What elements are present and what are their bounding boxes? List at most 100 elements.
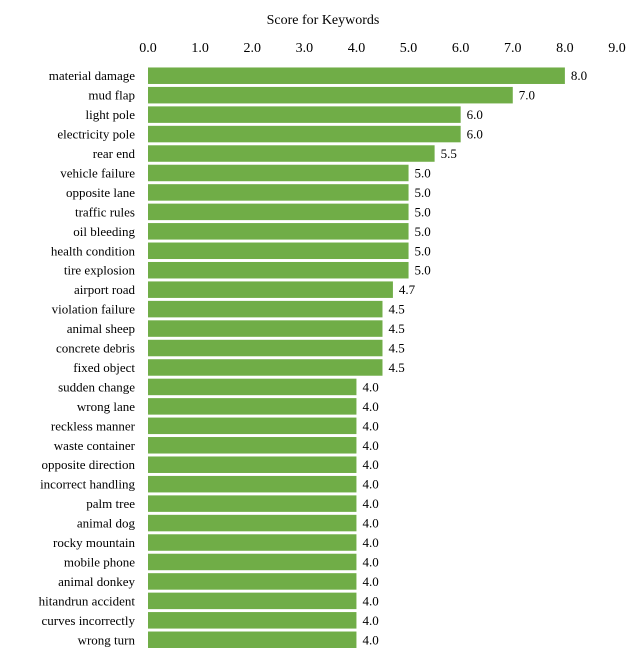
x-tick-label: 0.0: [139, 41, 157, 56]
bar: [148, 417, 357, 435]
bar: [148, 86, 513, 104]
category-labels: material damage mud flap light pole electri…: [39, 68, 136, 647]
data-label: 4.7: [399, 282, 416, 297]
value-labels: 8.0 7.0 6.0 6.0 5.5 5.0 5.0 5.0 5.0 5.0 5.0 4.7 4.5 4…: [362, 68, 587, 647]
category-label: violation failure: [52, 302, 136, 317]
category-label: mobile phone: [64, 554, 135, 569]
x-tick-label: 2.0: [243, 41, 261, 56]
bar: [148, 67, 565, 84]
data-label: 5.0: [415, 263, 431, 278]
category-label: vehicle failure: [60, 165, 135, 180]
category-label: opposite direction: [41, 457, 135, 472]
data-label: 5.5: [441, 146, 457, 161]
bar: [148, 164, 409, 182]
data-label: 7.0: [519, 88, 535, 103]
data-label: 4.0: [362, 593, 378, 608]
bar: [148, 125, 461, 143]
category-label: tire explosion: [64, 263, 136, 278]
category-label: wrong lane: [77, 399, 135, 414]
data-label: 4.0: [362, 496, 378, 511]
category-label: palm tree: [86, 496, 135, 511]
category-label: electricity pole: [57, 127, 135, 142]
data-label: 4.0: [362, 632, 378, 647]
data-label: 4.0: [362, 535, 378, 550]
bar: [148, 242, 409, 260]
bar: [148, 398, 357, 415]
category-label: reckless manner: [51, 418, 136, 433]
bar: [148, 612, 357, 629]
category-label: animal donkey: [58, 574, 135, 589]
bar: [148, 573, 357, 590]
data-label: 4.5: [389, 360, 405, 375]
category-label: rear end: [93, 146, 136, 161]
x-tick-label: 9.0: [608, 41, 626, 56]
bar: [148, 534, 357, 551]
data-label: 5.0: [415, 243, 431, 258]
category-label: waste container: [54, 438, 136, 453]
bar: [148, 223, 409, 240]
bar: [148, 320, 383, 337]
category-label: airport road: [74, 282, 136, 297]
data-label: 6.0: [467, 107, 483, 122]
category-label: health condition: [51, 243, 136, 258]
data-label: 8.0: [571, 68, 587, 83]
bar: [148, 184, 409, 201]
data-label: 4.0: [362, 516, 378, 531]
data-label: 4.0: [362, 574, 378, 589]
category-label: oil bleeding: [73, 224, 135, 239]
data-label: 5.0: [415, 204, 431, 219]
bar: [148, 495, 357, 512]
category-label: sudden change: [58, 379, 135, 394]
x-tick-label: 5.0: [400, 41, 418, 56]
bar: [148, 475, 357, 493]
x-axis-ticks: 0.0 1.0 2.0 3.0 4.0 5.0 6.0 7.0 8.0 9.0: [139, 41, 626, 56]
bar: [148, 456, 357, 473]
data-label: 5.0: [415, 224, 431, 239]
bar: [148, 281, 393, 298]
data-label: 4.0: [362, 379, 378, 394]
x-tick-label: 7.0: [504, 41, 522, 56]
category-label: traffic rules: [75, 204, 135, 219]
bar: [148, 339, 383, 357]
bar: [148, 378, 357, 396]
category-label: concrete debris: [56, 341, 135, 356]
x-tick-label: 8.0: [556, 41, 574, 56]
data-label: 4.0: [362, 418, 378, 433]
category-label: opposite lane: [66, 185, 135, 200]
category-label: mud flap: [88, 88, 135, 103]
bar: [148, 437, 357, 454]
bar: [148, 261, 409, 279]
data-label: 5.0: [415, 165, 431, 180]
category-label: hitandrun accident: [39, 593, 136, 608]
bar: [148, 300, 383, 318]
category-label: material damage: [49, 68, 135, 83]
category-label: animal sheep: [67, 321, 135, 336]
data-label: 6.0: [467, 127, 483, 142]
x-tick-label: 6.0: [452, 41, 470, 56]
data-label: 4.0: [362, 477, 378, 492]
data-label: 4.0: [362, 457, 378, 472]
category-label: rocky mountain: [53, 535, 135, 550]
category-label: animal dog: [77, 516, 136, 531]
bar: [148, 203, 409, 221]
data-label: 5.0: [415, 185, 431, 200]
data-label: 4.0: [362, 613, 378, 628]
x-tick-label: 1.0: [191, 41, 209, 56]
category-label: light pole: [86, 107, 136, 122]
bar: [148, 553, 357, 571]
category-label: wrong turn: [78, 632, 136, 647]
category-label: curves incorrectly: [42, 613, 136, 628]
bar: [148, 514, 357, 532]
category-label: incorrect handling: [40, 477, 135, 492]
chart-title: Score for Keywords: [267, 13, 380, 28]
bar: [148, 145, 435, 162]
bar: [148, 106, 461, 123]
data-label: 4.0: [362, 399, 378, 414]
data-label: 4.5: [389, 302, 405, 317]
x-tick-label: 4.0: [348, 41, 366, 56]
data-label: 4.5: [389, 341, 405, 356]
data-label: 4.0: [362, 554, 378, 569]
x-tick-label: 3.0: [296, 41, 314, 56]
